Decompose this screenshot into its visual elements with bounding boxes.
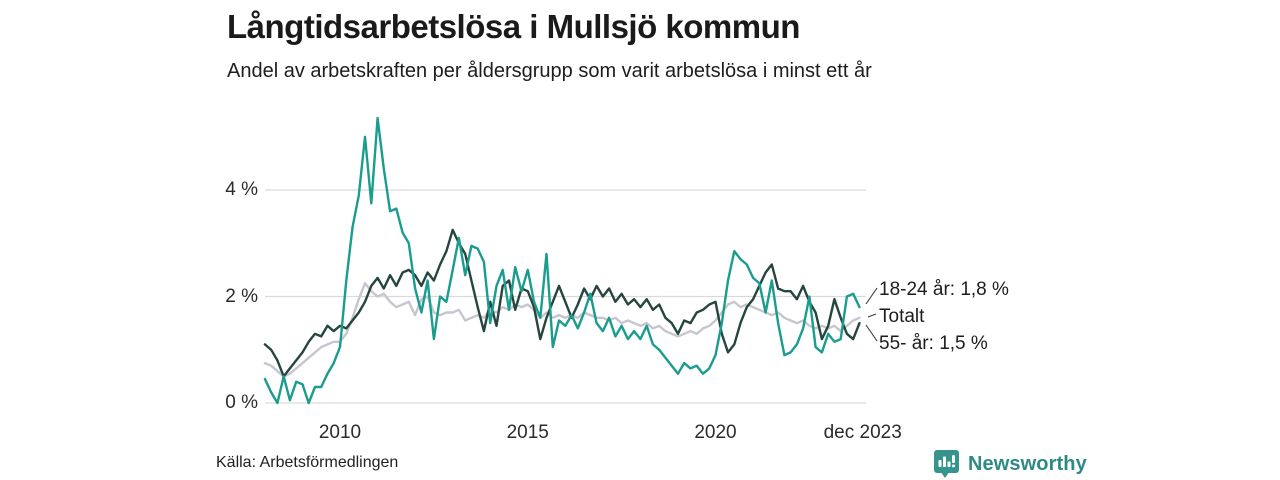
series-line-18-24-ar	[263, 116, 861, 405]
chart-subtitle: Andel av arbetskraften per åldersgrupp s…	[227, 60, 872, 82]
connector-18-24	[865, 287, 878, 305]
newsworthy-brand-link[interactable]: Newsworthy	[933, 449, 1087, 479]
y-tick-0: 0 %	[225, 392, 258, 413]
page-title: Långtidsarbetslösa i Mullsjö kommun	[227, 8, 800, 45]
y-tick-2: 2 %	[225, 285, 258, 307]
annotation-connectors	[865, 287, 878, 342]
series-label-55-ar: 55- år: 1,5 %	[879, 333, 988, 354]
brand-name: Newsworthy	[968, 452, 1087, 475]
x-tick-dec-2023: dec 2023	[823, 422, 902, 443]
newsworthy-logo-icon	[934, 450, 959, 478]
connector-totalt	[867, 313, 877, 318]
series-label-totalt: Totalt	[879, 306, 925, 327]
connector-55-ar	[865, 324, 878, 342]
x-tick-2020: 2020	[694, 422, 737, 443]
x-tick-2010: 2010	[318, 422, 362, 443]
source-note: Källa: Arbetsförmedlingen	[216, 454, 399, 471]
y-tick-4: 4 %	[225, 179, 258, 200]
x-tick-2015: 2015	[506, 422, 549, 443]
series-line-55-ar	[263, 228, 861, 378]
logo-bars	[938, 455, 955, 468]
gridlines	[265, 189, 866, 404]
series-line-totalt	[263, 282, 861, 378]
series-label-18-24-ar: 18-24 år: 1,8 %	[879, 279, 1009, 300]
